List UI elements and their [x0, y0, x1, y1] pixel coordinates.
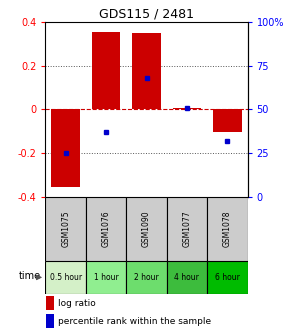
Bar	[45, 197, 86, 261]
Title: GDS115 / 2481: GDS115 / 2481	[99, 8, 194, 21]
Bar	[92, 32, 120, 109]
Text: GSM1075: GSM1075	[61, 211, 70, 247]
Text: GSM1090: GSM1090	[142, 211, 151, 247]
Bar	[86, 261, 126, 294]
Bar	[46, 296, 54, 310]
Bar	[46, 314, 54, 328]
Text: GSM1078: GSM1078	[223, 211, 232, 247]
Text: percentile rank within the sample: percentile rank within the sample	[57, 317, 211, 326]
Bar	[86, 197, 126, 261]
Text: 2 hour: 2 hour	[134, 273, 159, 282]
Bar	[45, 261, 86, 294]
Text: GSM1076: GSM1076	[102, 211, 110, 247]
Bar	[167, 197, 207, 261]
Bar	[167, 261, 207, 294]
Bar	[207, 197, 248, 261]
Text: log ratio: log ratio	[57, 299, 95, 308]
Text: 0.5 hour: 0.5 hour	[50, 273, 82, 282]
Bar	[173, 108, 201, 109]
Text: 6 hour: 6 hour	[215, 273, 240, 282]
Bar	[132, 33, 161, 109]
Bar	[126, 197, 167, 261]
Bar	[207, 261, 248, 294]
Text: 1 hour: 1 hour	[94, 273, 118, 282]
Bar	[126, 261, 167, 294]
Text: time: time	[18, 271, 40, 281]
Bar	[52, 109, 80, 187]
Bar	[213, 109, 241, 132]
Text: GSM1077: GSM1077	[183, 211, 191, 247]
Text: 4 hour: 4 hour	[175, 273, 199, 282]
